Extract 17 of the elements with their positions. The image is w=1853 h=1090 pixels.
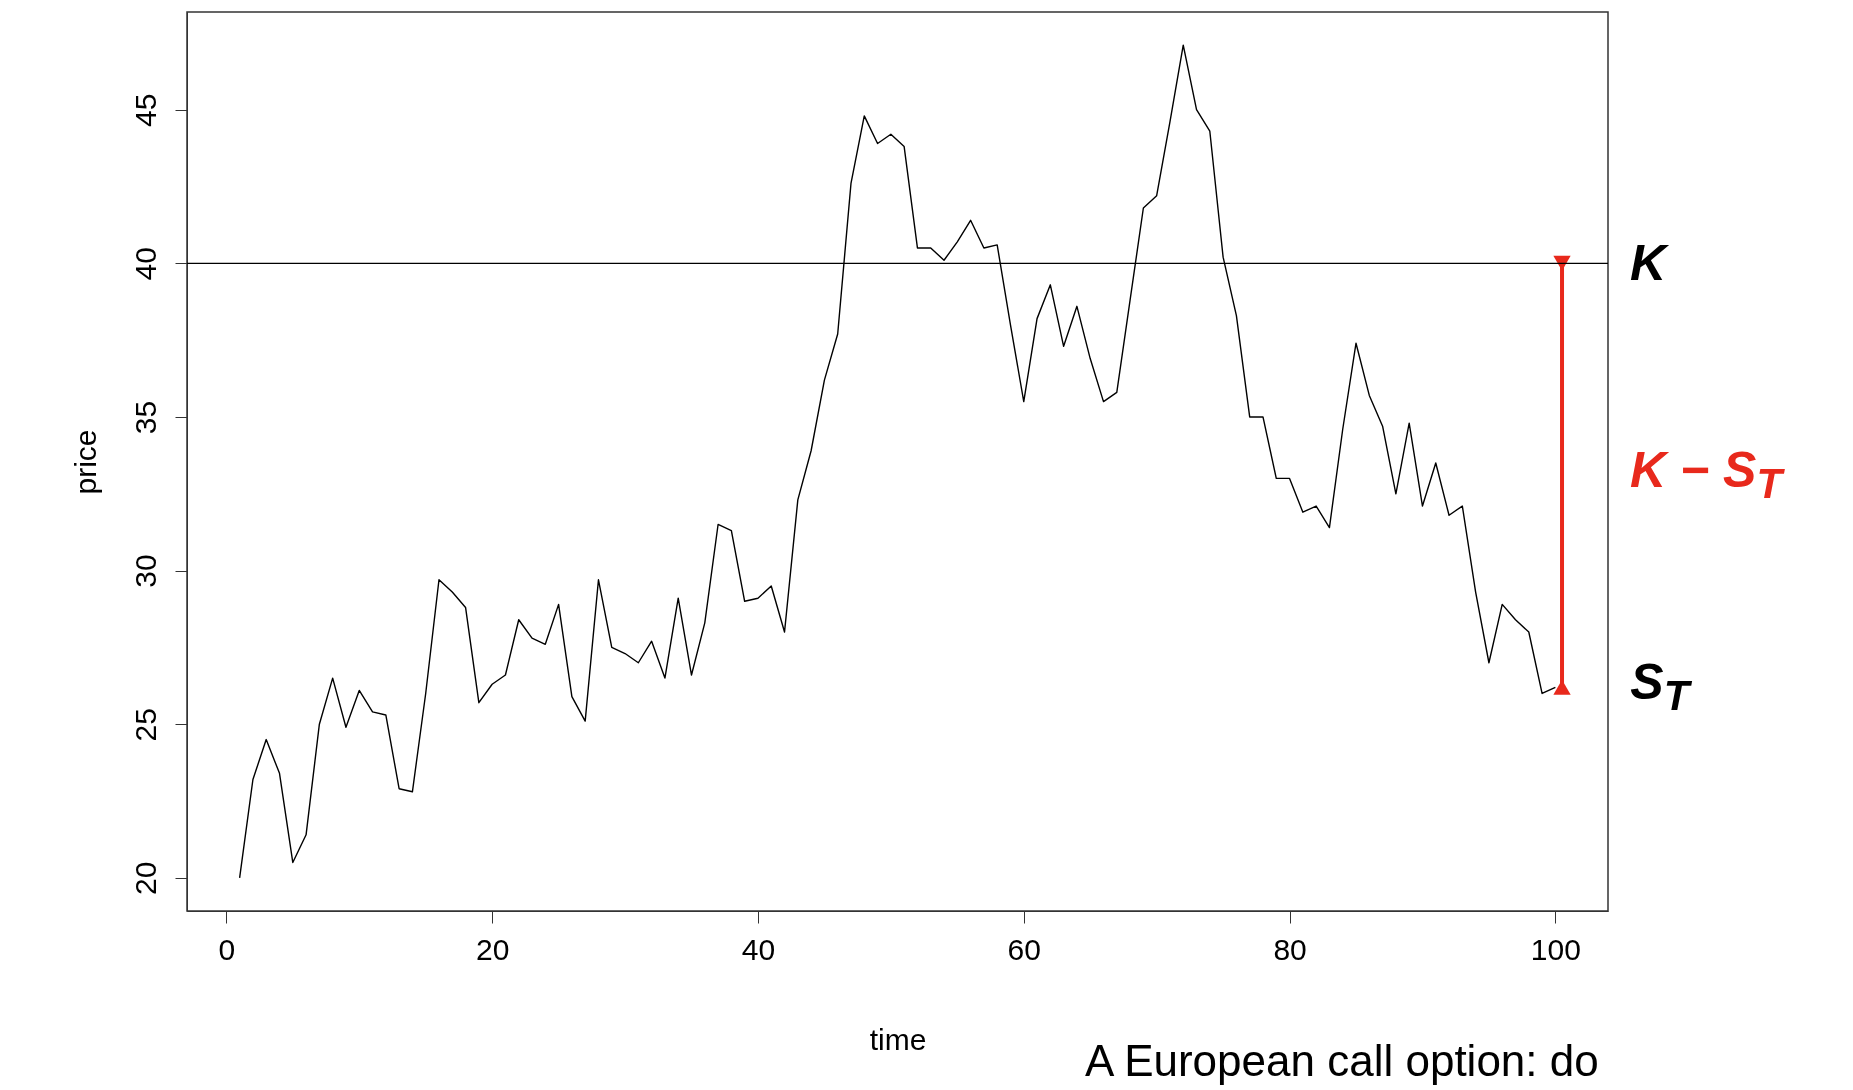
text: A European call option: do (1085, 1036, 1599, 1086)
y-tick-label: 30 (128, 554, 162, 588)
x-tick-label: 0 (218, 932, 236, 966)
y-tick-label: 20 (128, 861, 162, 896)
y-tick-label: 45 (128, 93, 162, 127)
annotation: S$_{T}$ (1630, 654, 1690, 720)
y-tick-label: 40 (128, 247, 162, 281)
x-tick-label: 60 (1007, 932, 1041, 966)
x-tick-label: 20 (475, 932, 510, 966)
x-tick-label: 40 (741, 932, 776, 966)
y-axis-title: price (68, 429, 102, 495)
x-tick-label: 80 (1273, 932, 1307, 966)
y-tick-label: 35 (128, 400, 162, 435)
y-tick-label: 25 (128, 708, 162, 742)
x-axis-title: time (869, 1022, 927, 1056)
x-tick-label: 100 (1530, 932, 1581, 966)
ref-line-label: K (1630, 235, 1667, 292)
